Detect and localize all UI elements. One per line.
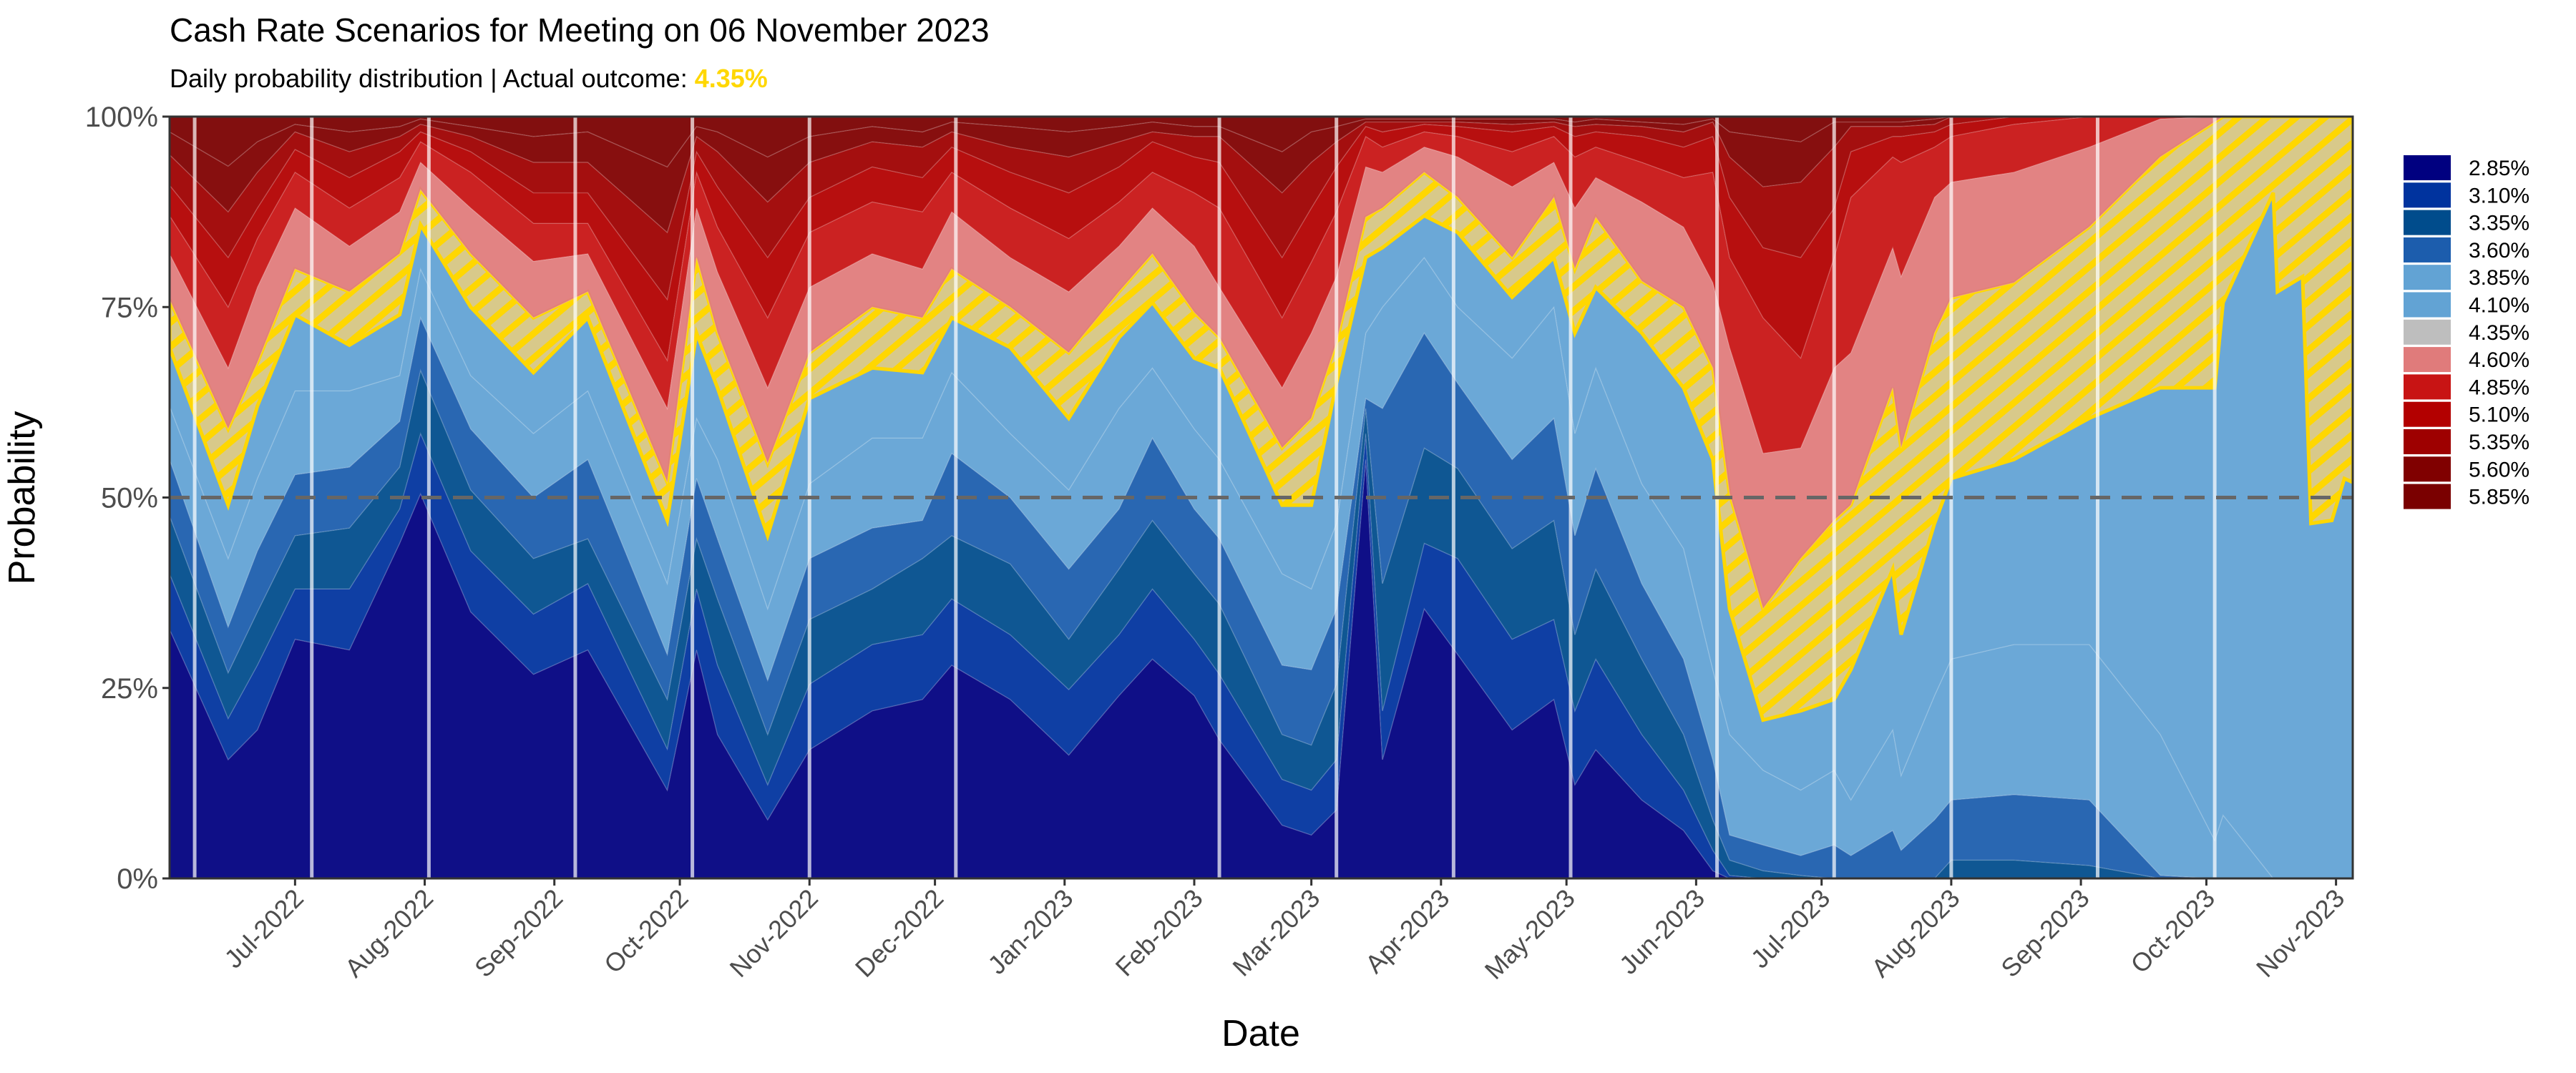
x-tick-label: Jun-2023 bbox=[1614, 883, 1710, 980]
legend-key bbox=[2404, 237, 2451, 263]
x-tick-label: Oct-2023 bbox=[2124, 883, 2220, 979]
legend-label: 5.10% bbox=[2469, 403, 2529, 427]
x-tick-label: Mar-2023 bbox=[1226, 883, 1325, 982]
subtitle-text: Daily probability distribution | Actual … bbox=[170, 64, 695, 93]
stacked-areas bbox=[170, 117, 2353, 878]
legend-key bbox=[2404, 265, 2451, 290]
y-tick-label: 25% bbox=[101, 673, 158, 705]
legend-label: 5.35% bbox=[2469, 431, 2529, 454]
x-tick-label: Feb-2023 bbox=[1110, 883, 1209, 982]
x-tick-label: Jul-2022 bbox=[218, 883, 309, 974]
actual-outcome-highlight: 4.35% bbox=[695, 64, 768, 93]
legend-label: 2.85% bbox=[2469, 157, 2529, 180]
legend-label: 5.85% bbox=[2469, 486, 2529, 509]
legend-label: 4.35% bbox=[2469, 321, 2529, 345]
x-tick-label: Aug-2023 bbox=[1865, 883, 1965, 983]
x-tick-label: Oct-2022 bbox=[598, 883, 694, 979]
x-axis: Jul-2022 Aug-2022 Sep-2022 Oct-2022 Nov-2022… bbox=[218, 878, 2350, 985]
legend-key bbox=[2404, 182, 2451, 208]
legend-key bbox=[2404, 456, 2451, 482]
y-tick-label: 100% bbox=[85, 102, 158, 133]
legend-label: 4.10% bbox=[2469, 294, 2529, 318]
legend-label: 3.60% bbox=[2469, 239, 2529, 263]
legend-label: 4.60% bbox=[2469, 348, 2529, 372]
x-tick-label: Nov-2022 bbox=[724, 883, 824, 983]
legend-label: 3.10% bbox=[2469, 184, 2529, 207]
x-tick-label: Sep-2023 bbox=[1995, 883, 2094, 983]
legend-key bbox=[2404, 155, 2451, 180]
legend-key bbox=[2404, 374, 2451, 400]
legend-label: 4.85% bbox=[2469, 376, 2529, 399]
legend-key bbox=[2404, 210, 2451, 235]
legend-key bbox=[2404, 484, 2451, 509]
x-tick-label: May-2023 bbox=[1479, 883, 1581, 985]
x-tick-label: Apr-2023 bbox=[1360, 883, 1455, 979]
legend-label: 3.35% bbox=[2469, 212, 2529, 235]
legend-key bbox=[2404, 319, 2451, 345]
x-tick-label: Nov-2023 bbox=[2250, 883, 2350, 983]
x-axis-title: Date bbox=[1221, 1013, 1300, 1054]
x-tick-label: Dec-2022 bbox=[849, 883, 949, 983]
legend-key bbox=[2404, 401, 2451, 427]
x-tick-label: Sep-2022 bbox=[469, 883, 568, 983]
y-tick-label: 75% bbox=[101, 292, 158, 323]
legend-label: 3.85% bbox=[2469, 266, 2529, 290]
legend: 2.85% 3.10% 3.35% 3.60% 3.85% 4.10% 4.35% 4.60%… bbox=[2404, 155, 2529, 509]
x-tick-label: Aug-2022 bbox=[339, 883, 439, 983]
x-tick-label: Jan-2023 bbox=[982, 883, 1078, 980]
chart-title: Cash Rate Scenarios for Meeting on 06 No… bbox=[170, 11, 990, 49]
y-tick-label: 50% bbox=[101, 483, 158, 514]
y-axis-title: Probability bbox=[1, 411, 43, 585]
legend-label: 5.60% bbox=[2469, 458, 2529, 481]
legend-key bbox=[2404, 429, 2451, 454]
area-5-85pct bbox=[170, 117, 2353, 168]
y-tick-label: 0% bbox=[117, 863, 158, 895]
legend-key bbox=[2404, 292, 2451, 318]
y-axis: 0% 25% 50% 75% 100% bbox=[85, 102, 170, 895]
area-4-35pct bbox=[170, 117, 2353, 722]
x-tick-label: Jul-2023 bbox=[1745, 883, 1836, 974]
chart-subtitle: Daily probability distribution | Actual … bbox=[170, 64, 768, 93]
legend-key bbox=[2404, 347, 2451, 373]
